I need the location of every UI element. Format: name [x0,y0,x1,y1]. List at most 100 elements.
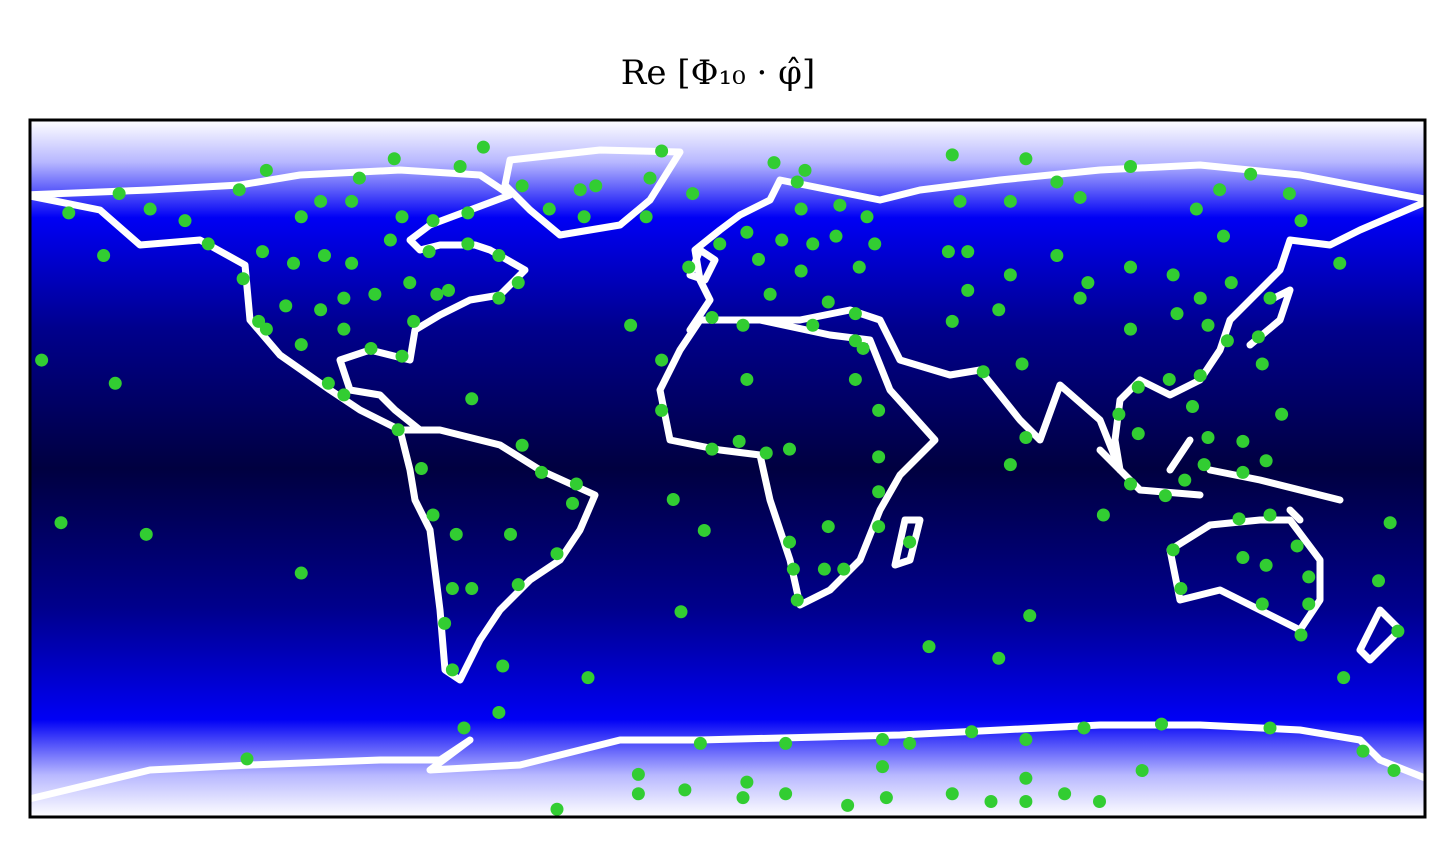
station-point [1186,400,1199,414]
station-point [1236,551,1250,565]
station-point [352,171,366,185]
station-point [1058,787,1072,801]
station-point [705,310,719,324]
station-points [35,140,1405,816]
station-point [1255,357,1269,371]
station-point [566,496,579,510]
station-point [1275,407,1289,421]
station-point [391,423,405,437]
station-point [1244,167,1258,181]
station-point [783,535,796,549]
station-point [852,260,866,274]
station-point [1170,307,1184,321]
station-point [364,341,378,355]
station-point [178,214,192,228]
station-point [1124,260,1137,274]
station-point [438,616,452,630]
station-point [201,237,215,251]
station-point [941,245,955,259]
station-point [589,179,603,193]
station-point [337,322,351,336]
station-point [848,307,862,321]
station-point [1166,543,1180,557]
station-point [821,295,835,309]
station-point [1263,508,1277,522]
station-point [655,144,669,158]
station-point [1019,152,1033,166]
station-point [984,795,998,809]
station-point [879,791,893,805]
station-point [786,562,800,576]
station-point [837,562,851,576]
station-point [35,353,49,367]
station-point [1236,465,1250,479]
station-point [387,152,401,166]
station-point [1019,795,1033,809]
station-point [345,256,359,270]
station-point [1015,357,1029,371]
station-point [1019,431,1033,445]
station-point [678,783,692,797]
station-point [279,299,293,313]
station-point [461,206,475,220]
station-point [965,725,979,739]
station-point [693,736,707,750]
station-point [287,256,300,270]
station-point [1174,582,1188,596]
station-point [1050,175,1064,189]
station-point [511,276,525,290]
station-point [403,276,417,290]
station-point [1131,427,1145,441]
station-point [1166,268,1180,282]
station-point [732,434,746,448]
station-point [108,376,122,390]
station-point [624,318,638,332]
station-point [736,318,750,332]
station-point [1356,744,1370,758]
station-point [318,249,331,263]
station-point [445,582,459,596]
coastline [501,146,684,239]
station-point [976,365,990,379]
station-point [783,442,796,456]
station-point [821,520,835,534]
station-point [798,163,812,177]
station-point [1019,771,1033,785]
station-point [457,721,471,735]
coastline [30,721,1425,803]
station-point [961,283,975,297]
station-point [1124,159,1137,173]
station-point [294,210,308,224]
station-point [736,791,750,805]
station-point [1189,202,1203,216]
station-point [682,260,696,274]
station-point [1081,276,1095,290]
map-title: Re [Φ₁₀ · φ̂] [621,53,815,93]
station-point [461,237,475,251]
station-point [321,376,335,390]
station-point [337,291,351,305]
station-point [639,210,653,224]
station-point [550,802,564,816]
station-point [1193,291,1207,305]
station-point [833,198,847,212]
station-point [259,322,273,336]
station-point [903,736,917,750]
station-point [655,353,669,367]
station-point [1259,558,1273,572]
station-point [848,372,862,386]
station-point [62,206,76,220]
station-point [256,245,269,259]
station-point [1236,434,1250,448]
station-point [426,508,440,522]
station-point [476,140,490,154]
station-point [426,214,440,228]
station-point [1096,508,1110,522]
coastlines [30,146,1425,803]
station-point [1135,764,1149,778]
station-point [1383,516,1397,530]
station-point [449,527,463,541]
station-point [492,249,506,263]
station-point [442,283,455,297]
station-point [643,171,657,185]
